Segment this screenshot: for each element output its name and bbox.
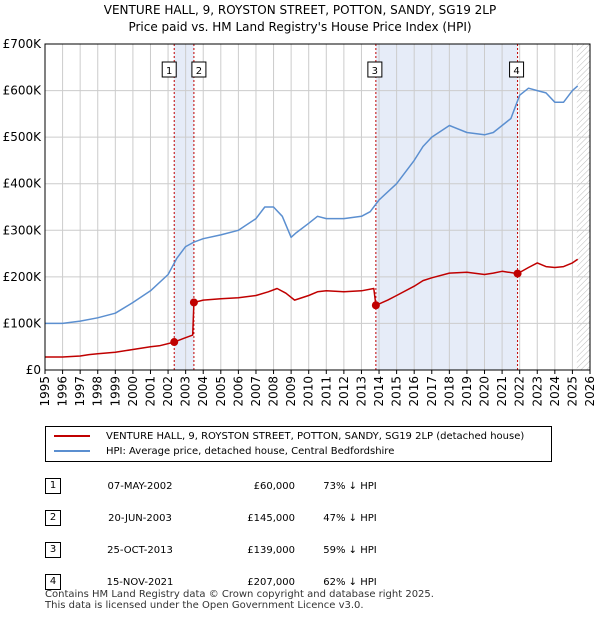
chart-subtitle: Price paid vs. HM Land Registry's House … [128, 20, 472, 34]
legend-label-property: VENTURE HALL, 9, ROYSTON STREET, POTTON,… [106, 431, 525, 442]
x-tick-label: 2006 [231, 376, 245, 407]
x-tick-label: 2021 [495, 376, 509, 407]
x-tick-label: 2025 [565, 376, 579, 407]
legend-swatch-hpi [54, 450, 90, 452]
sale-marker-label-box [161, 61, 177, 78]
sale-price: £139,000 [247, 544, 295, 556]
x-tick-label: 2022 [513, 376, 527, 407]
sales-table: 1 07-MAY-2002 £60,000 73% ↓ HPI 2 20-JUN… [45, 470, 405, 598]
x-tick-label: 2000 [126, 376, 140, 407]
footer: Contains HM Land Registry data © Crown c… [45, 589, 434, 611]
x-tick-label: 2008 [267, 376, 281, 407]
sale-marker-point [371, 301, 380, 310]
x-tick-label: 1995 [38, 376, 52, 407]
hpi-line [45, 85, 579, 325]
sale-marker-label: 4 [513, 66, 519, 77]
chart-title: VENTURE HALL, 9, ROYSTON STREET, POTTON,… [103, 3, 497, 17]
x-tick-label: 2017 [425, 376, 439, 407]
x-tick-label: 2020 [478, 376, 492, 407]
x-tick-label: 2026 [583, 376, 597, 407]
chart-legend: VENTURE HALL, 9, ROYSTON STREET, POTTON,… [45, 426, 552, 462]
sale-marker-label-box [509, 61, 525, 78]
sale-marker-point [513, 269, 522, 278]
footer-copyright: Contains HM Land Registry data © Crown c… [45, 589, 434, 600]
y-tick-label: £400K [3, 177, 43, 191]
x-tick-label: 1999 [108, 376, 122, 407]
sale-date: 15-NOV-2021 [106, 576, 174, 588]
x-tick-label: 2019 [460, 376, 474, 407]
x-tick-label: 2009 [284, 376, 298, 407]
x-tick-label: 2014 [372, 376, 386, 407]
sale-hpi-diff: 62% ↓ HPI [323, 576, 377, 588]
y-tick-label: £100K [3, 316, 43, 330]
sale-price: £60,000 [253, 480, 295, 492]
x-tick-label: 2018 [442, 376, 456, 407]
x-tick-label: 2002 [161, 376, 175, 407]
footer-licence: This data is licensed under the Open Gov… [45, 600, 364, 611]
table-row: 3 25-OCT-2013 £139,000 59% ↓ HPI [45, 534, 405, 566]
sale-hpi-diff: 47% ↓ HPI [323, 512, 377, 524]
x-tick-label: 2023 [530, 376, 544, 407]
plot-border [44, 43, 591, 371]
legend-item-hpi: HPI: Average price, detached house, Cent… [54, 445, 394, 459]
shaded-ownership-band [375, 44, 518, 370]
property-price-line [45, 258, 579, 358]
sale-number-badge: 3 [45, 542, 61, 558]
price-chart: £0 £100K £200K £300K £400K £500K £600K £700K 199… [3, 37, 597, 407]
sale-price: £207,000 [247, 576, 295, 588]
x-tick-label: 2001 [143, 376, 157, 407]
y-tick-label: £700K [3, 37, 43, 51]
sale-marker-point [189, 298, 198, 307]
shaded-ownership-band [174, 44, 194, 370]
x-tick-label: 2013 [354, 376, 368, 407]
sale-number-badge: 1 [45, 478, 61, 494]
legend-label-hpi: HPI: Average price, detached house, Cent… [106, 446, 395, 457]
y-tick-label: £200K [3, 270, 43, 284]
sale-marker-label: 1 [166, 66, 172, 77]
sale-date: 25-OCT-2013 [107, 544, 173, 556]
y-tick-label: £0 [26, 363, 41, 377]
x-tick-label: 1998 [91, 376, 105, 407]
sale-number-badge: 2 [45, 510, 61, 526]
x-tick-label: 1996 [56, 376, 70, 407]
sale-hpi-diff: 73% ↓ HPI [323, 480, 377, 492]
forecast-hatch-area [576, 44, 590, 370]
legend-swatch-property [54, 435, 90, 437]
x-tick-label: 2005 [214, 376, 228, 407]
x-tick-label: 2012 [337, 376, 351, 407]
sale-marker-label: 3 [372, 66, 378, 77]
table-row: 4 15-NOV-2021 £207,000 62% ↓ HPI [45, 566, 405, 598]
legend-item-property: VENTURE HALL, 9, ROYSTON STREET, POTTON,… [54, 430, 524, 444]
sale-marker-label-box [367, 61, 383, 78]
sale-hpi-diff: 59% ↓ HPI [323, 544, 377, 556]
y-tick-label: £500K [3, 130, 43, 144]
sale-marker-label: 2 [196, 66, 202, 77]
x-tick-label: 2015 [390, 376, 404, 407]
y-tick-label: £600K [3, 84, 43, 98]
sale-date: 20-JUN-2003 [108, 512, 172, 524]
x-tick-label: 2007 [249, 376, 263, 407]
sale-marker-label-box [191, 61, 207, 78]
sale-marker-point [170, 338, 179, 347]
x-tick-label: 2010 [302, 376, 316, 407]
y-tick-label: £300K [3, 223, 43, 237]
x-tick-label: 2024 [548, 376, 562, 407]
sale-price: £145,000 [247, 512, 295, 524]
x-tick-label: 2003 [179, 376, 193, 407]
x-tick-label: 2011 [319, 376, 333, 407]
table-row: 1 07-MAY-2002 £60,000 73% ↓ HPI [45, 470, 405, 502]
sale-number-badge: 4 [45, 574, 61, 590]
sale-date: 07-MAY-2002 [107, 480, 173, 492]
x-tick-label: 2004 [196, 376, 210, 407]
table-row: 2 20-JUN-2003 £145,000 47% ↓ HPI [45, 502, 405, 534]
x-tick-label: 1997 [73, 376, 87, 407]
x-tick-label: 2016 [407, 376, 421, 407]
